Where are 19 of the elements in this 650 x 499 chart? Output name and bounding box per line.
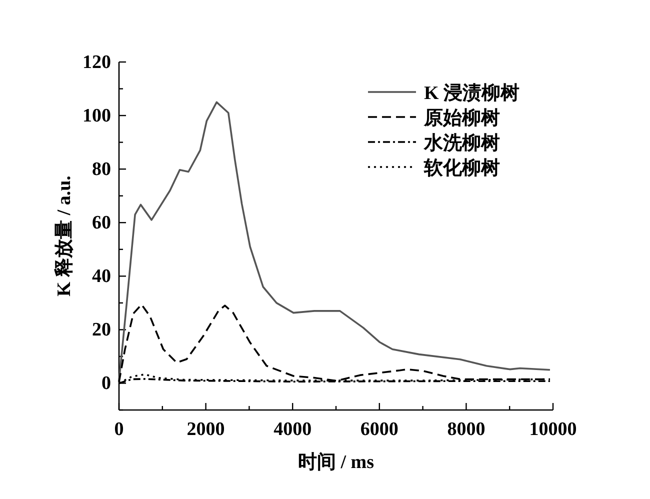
legend-label: 水洗柳树 <box>423 132 500 154</box>
y-tick-label: 60 <box>92 212 111 234</box>
x-tick-label: 4000 <box>274 419 312 440</box>
y-tick-label: 100 <box>82 106 111 127</box>
legend-label: 原始柳树 <box>423 108 500 129</box>
y-tick-label: 20 <box>92 320 111 341</box>
x-tick-label: 0 <box>114 419 124 440</box>
y-tick-label: 0 <box>102 373 111 394</box>
x-axis-title: 时间 / ms <box>298 451 374 473</box>
y-tick-label: 120 <box>82 52 111 73</box>
y-tick-label: 80 <box>92 159 111 180</box>
y-axis-title: K 释放量 / a.u. <box>54 176 75 296</box>
legend-label: 软化柳树 <box>423 158 500 179</box>
x-tick-label: 10000 <box>529 419 577 440</box>
y-tick-label: 40 <box>92 266 111 288</box>
legend-label: K 浸渍柳树 <box>424 82 520 104</box>
x-tick-label: 8000 <box>447 419 486 440</box>
x-tick-label: 2000 <box>186 419 225 440</box>
x-tick-label: 6000 <box>360 419 398 440</box>
